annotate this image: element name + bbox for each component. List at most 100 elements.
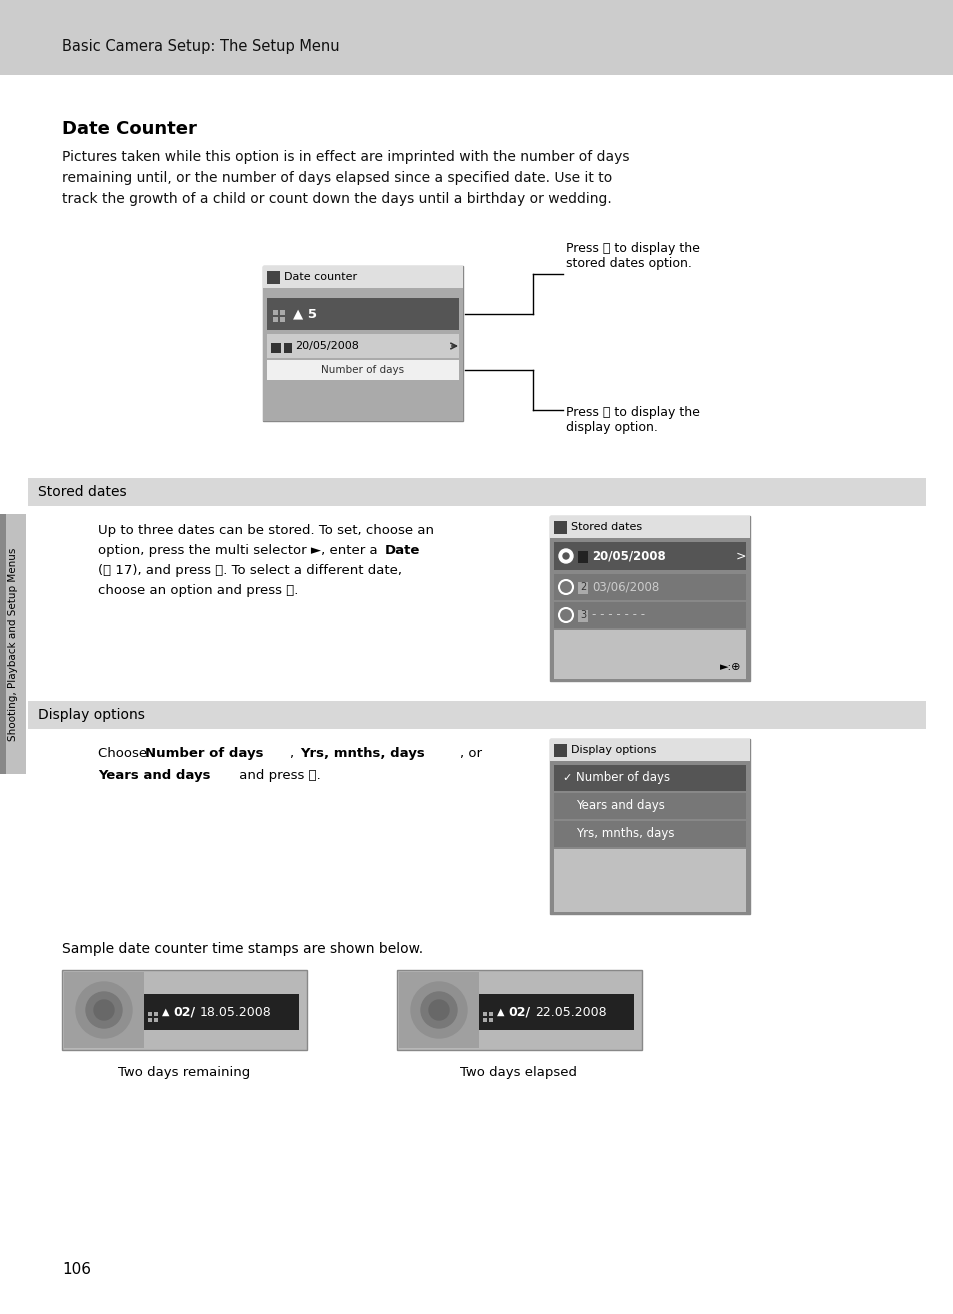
Circle shape bbox=[420, 992, 456, 1028]
Text: - - - - - - -: - - - - - - - bbox=[592, 608, 644, 622]
Text: ►:⊕: ►:⊕ bbox=[720, 662, 740, 671]
Circle shape bbox=[558, 549, 573, 562]
Text: ,: , bbox=[290, 746, 298, 759]
Bar bbox=[263, 288, 462, 420]
Text: Two days elapsed: Two days elapsed bbox=[460, 1066, 577, 1079]
Bar bbox=[62, 970, 307, 1050]
Text: , or: , or bbox=[459, 746, 481, 759]
Circle shape bbox=[429, 1000, 449, 1020]
Text: Stored dates: Stored dates bbox=[38, 485, 127, 499]
Bar bbox=[554, 849, 745, 912]
Bar bbox=[284, 343, 292, 353]
Bar bbox=[554, 765, 745, 791]
Bar bbox=[267, 360, 458, 380]
Text: 2: 2 bbox=[579, 582, 586, 593]
Text: ▲: ▲ bbox=[497, 1007, 504, 1017]
Text: Date Counter: Date Counter bbox=[62, 120, 196, 138]
Text: Yrs, mnths, days: Yrs, mnths, days bbox=[299, 746, 424, 759]
Bar bbox=[273, 317, 277, 322]
Bar bbox=[64, 972, 144, 1049]
Bar bbox=[148, 1018, 152, 1022]
Bar bbox=[148, 1012, 152, 1016]
Bar bbox=[489, 1012, 493, 1016]
Circle shape bbox=[411, 982, 467, 1038]
Text: Two days remaining: Two days remaining bbox=[118, 1066, 250, 1079]
Bar bbox=[578, 610, 587, 622]
Text: Number of days: Number of days bbox=[576, 771, 669, 784]
Circle shape bbox=[94, 1000, 113, 1020]
Text: Shooting, Playback and Setup Menus: Shooting, Playback and Setup Menus bbox=[8, 548, 18, 741]
Text: Choose: Choose bbox=[98, 746, 152, 759]
Bar bbox=[144, 993, 298, 1030]
Bar bbox=[550, 738, 749, 915]
Bar bbox=[0, 514, 26, 774]
Bar bbox=[273, 310, 277, 315]
Text: Press ⓞ to display the
display option.: Press ⓞ to display the display option. bbox=[565, 406, 700, 434]
Bar bbox=[263, 265, 462, 288]
Bar bbox=[398, 972, 478, 1049]
Text: Display options: Display options bbox=[38, 708, 145, 721]
Bar bbox=[578, 551, 587, 562]
Bar bbox=[554, 520, 566, 533]
Text: Press ⓞ to display the
stored dates option.: Press ⓞ to display the stored dates opti… bbox=[565, 242, 700, 269]
Text: 20/05/2008: 20/05/2008 bbox=[592, 549, 665, 562]
Text: Basic Camera Setup: The Setup Menu: Basic Camera Setup: The Setup Menu bbox=[62, 39, 339, 54]
Bar bbox=[263, 265, 462, 420]
Bar bbox=[482, 1012, 486, 1016]
Text: 18.05.2008: 18.05.2008 bbox=[200, 1005, 272, 1018]
Text: Up to three dates can be stored. To set, choose an: Up to three dates can be stored. To set,… bbox=[98, 524, 434, 537]
Text: Display options: Display options bbox=[571, 745, 656, 756]
Bar bbox=[28, 700, 925, 729]
Bar bbox=[550, 516, 749, 537]
Bar bbox=[550, 516, 749, 681]
Bar bbox=[554, 629, 745, 679]
Text: Date counter: Date counter bbox=[284, 272, 356, 283]
Text: Yrs, mnths, days: Yrs, mnths, days bbox=[576, 828, 674, 841]
Text: 3: 3 bbox=[579, 610, 585, 620]
Text: option, press the multi selector ►, enter a: option, press the multi selector ►, ente… bbox=[98, 544, 381, 557]
Bar bbox=[554, 574, 745, 600]
Text: 20/05/2008: 20/05/2008 bbox=[294, 342, 358, 351]
Circle shape bbox=[562, 553, 568, 558]
Bar bbox=[280, 317, 285, 322]
Bar bbox=[554, 794, 745, 819]
Bar bbox=[271, 343, 281, 353]
Circle shape bbox=[86, 992, 122, 1028]
Text: Number of days: Number of days bbox=[321, 365, 404, 374]
Text: 02/: 02/ bbox=[507, 1005, 530, 1018]
Text: ✓: ✓ bbox=[561, 773, 571, 783]
Text: 106: 106 bbox=[62, 1263, 91, 1277]
Bar bbox=[267, 298, 458, 330]
Text: (Ⓧ 17), and press ⓞ. To select a different date,: (Ⓧ 17), and press ⓞ. To select a differe… bbox=[98, 564, 401, 577]
Bar bbox=[28, 478, 925, 506]
Bar bbox=[153, 1012, 158, 1016]
Bar bbox=[267, 271, 280, 284]
Bar bbox=[489, 1018, 493, 1022]
Bar bbox=[550, 738, 749, 761]
Bar bbox=[0, 0, 953, 75]
Bar bbox=[478, 993, 634, 1030]
Circle shape bbox=[76, 982, 132, 1038]
Bar bbox=[280, 310, 285, 315]
Text: 02/: 02/ bbox=[172, 1005, 195, 1018]
Text: ▲: ▲ bbox=[162, 1007, 170, 1017]
Bar bbox=[554, 541, 745, 570]
Text: Sample date counter time stamps are shown below.: Sample date counter time stamps are show… bbox=[62, 942, 423, 957]
Text: and press ⓞ.: and press ⓞ. bbox=[234, 769, 320, 782]
Text: Number of days: Number of days bbox=[145, 746, 263, 759]
Text: Date: Date bbox=[385, 544, 420, 557]
Text: Years and days: Years and days bbox=[576, 799, 664, 812]
Bar bbox=[0, 514, 6, 774]
Text: 22.05.2008: 22.05.2008 bbox=[535, 1005, 606, 1018]
Bar bbox=[554, 821, 745, 848]
Bar bbox=[550, 761, 749, 915]
Text: choose an option and press ⓞ.: choose an option and press ⓞ. bbox=[98, 583, 298, 597]
Bar bbox=[267, 334, 458, 357]
Bar bbox=[554, 744, 566, 757]
Bar bbox=[482, 1018, 486, 1022]
Text: 03/06/2008: 03/06/2008 bbox=[592, 581, 659, 594]
Text: Pictures taken while this option is in effect are imprinted with the number of d: Pictures taken while this option is in e… bbox=[62, 150, 629, 206]
Bar bbox=[396, 970, 641, 1050]
Bar bbox=[550, 537, 749, 681]
Bar bbox=[578, 582, 587, 594]
